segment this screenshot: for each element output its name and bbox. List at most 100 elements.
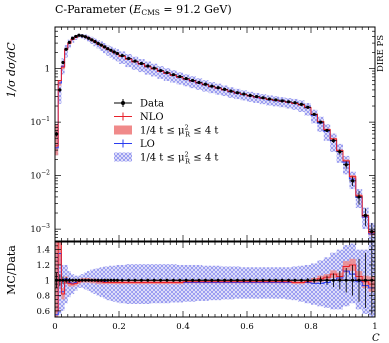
ratio-data-point	[210, 278, 214, 282]
legend-data-point	[121, 101, 125, 105]
legend-nlo-label: NLO	[140, 112, 164, 123]
data-point	[229, 89, 233, 93]
ratio-data-point	[184, 278, 188, 282]
data-point	[71, 36, 75, 40]
ratio-data-point	[67, 278, 71, 282]
data-point	[171, 73, 175, 77]
data-point	[191, 78, 195, 83]
data-point	[312, 112, 316, 116]
main-lo-band-bin	[170, 70, 177, 83]
data-point	[293, 101, 297, 105]
data-point	[267, 97, 271, 101]
main-lo-band-bin	[189, 76, 196, 89]
main-lo-band-bin	[125, 54, 132, 68]
main-panel: 1 10−1 10−2 10−3	[30, 26, 376, 247]
main-lo-band-bin	[163, 68, 171, 81]
ratio-data-point	[80, 278, 84, 282]
data-point	[99, 43, 103, 47]
data-point	[363, 213, 367, 218]
data-point	[120, 54, 124, 58]
data-point	[90, 38, 94, 42]
ratio-data-point	[133, 278, 137, 282]
legend-lo-label: LO	[140, 139, 155, 150]
main-lo-band-bin	[109, 46, 113, 58]
ratio-nlo-line	[55, 241, 375, 312]
ratio-data-point	[363, 278, 367, 282]
data-point	[184, 77, 188, 81]
data-point	[139, 61, 143, 66]
data-point	[338, 150, 342, 154]
main-lo-band-bin	[311, 109, 318, 124]
ratio-data-point	[267, 278, 271, 282]
ratio-data-point	[223, 278, 227, 282]
ratio-data-point	[96, 278, 100, 282]
data-point	[178, 74, 182, 79]
data-point	[357, 195, 361, 199]
legend-nlo-band-label: 1/4 t ≤ μ2 R ≤ 4 t	[140, 124, 218, 139]
ratio-data-point	[306, 278, 310, 282]
data-point	[127, 56, 131, 61]
main-lo-band-bin	[157, 66, 164, 79]
data-point	[152, 66, 156, 70]
data-point	[255, 95, 259, 99]
ratio-data-point	[312, 278, 316, 282]
ratio-data-point	[338, 278, 342, 282]
ratio-data-point	[74, 278, 78, 282]
data-point	[306, 105, 310, 109]
ratio-data-point	[274, 278, 278, 282]
data-point	[58, 88, 62, 92]
ratio-data-point	[90, 278, 94, 282]
x-tick-label: 1	[372, 322, 377, 332]
ratio-data-point	[287, 278, 291, 282]
x-tick-label: 0.4	[176, 322, 190, 332]
ratio-data-point	[152, 278, 156, 282]
main-nlo-band-bin	[55, 124, 59, 156]
main-y-axis-label: 1/σ dσ/dC	[5, 42, 18, 98]
data-point	[344, 163, 348, 167]
main-lo-band-bin	[64, 45, 68, 58]
ratio-data-point	[112, 278, 116, 282]
data-point	[87, 36, 91, 40]
ratio-y-tick-label: 1	[45, 276, 50, 286]
legend-data-label: Data	[140, 99, 164, 110]
main-lo-band-bin	[202, 80, 209, 92]
main-y-tick-label: 10−1	[30, 116, 50, 128]
data-point	[146, 64, 150, 68]
ratio-data-point	[319, 278, 323, 282]
data-point	[235, 91, 239, 95]
ratio-y-axis-label: MC/Data	[5, 245, 18, 295]
ratio-y-tick-label: 1.2	[36, 261, 50, 271]
ratio-data-point	[106, 278, 110, 282]
ratio-data-point	[64, 278, 68, 282]
data-point	[287, 100, 291, 104]
data-point	[203, 82, 207, 86]
data-point	[67, 40, 71, 44]
main-y-tick-label: 10−3	[30, 223, 50, 235]
ratio-panel: 0.6 0.8 1 1.2 1.4 0 0.2 0.4 0.6 0.8 1	[36, 241, 378, 332]
generator-side-label: DIRE PS	[376, 35, 386, 72]
ratio-data-point	[178, 278, 182, 282]
ratio-data-point	[115, 278, 119, 282]
data-point	[106, 47, 110, 51]
x-axis-label: C	[372, 333, 380, 343]
main-lo-band-bin	[115, 49, 119, 62]
data-point	[74, 34, 78, 39]
ratio-data-point	[229, 278, 233, 282]
data-point	[77, 33, 81, 37]
x-tick-label: 0.2	[112, 322, 126, 332]
ratio-data-point	[255, 278, 259, 282]
data-point	[112, 50, 116, 54]
data-point	[96, 41, 100, 46]
ratio-data-point	[159, 278, 163, 282]
data-point	[248, 93, 252, 98]
main-lo-band-bin	[144, 61, 151, 75]
main-lo-band-bin	[317, 116, 324, 132]
ratio-y-tick-label: 0.6	[36, 307, 50, 317]
ratio-data-point	[261, 278, 265, 282]
data-point	[64, 47, 68, 51]
ratio-data-point	[127, 278, 131, 282]
ratio-data-point	[197, 278, 201, 282]
data-point	[216, 86, 220, 90]
ratio-data-point	[171, 278, 175, 282]
